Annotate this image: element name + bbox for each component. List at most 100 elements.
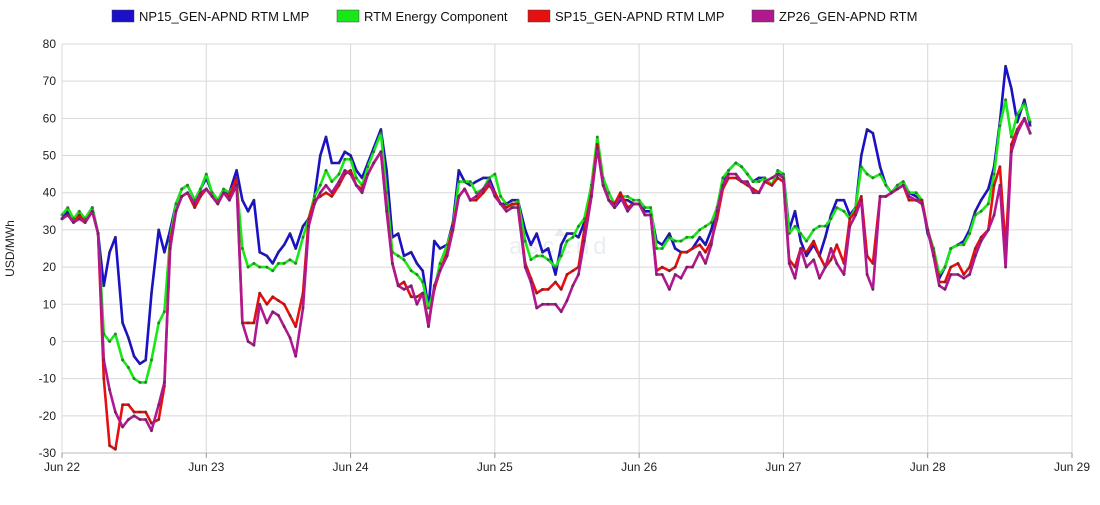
data-point[interactable] <box>222 187 226 191</box>
data-point[interactable] <box>510 202 514 206</box>
data-point[interactable] <box>626 194 630 198</box>
data-point[interactable] <box>313 194 316 198</box>
data-point[interactable] <box>258 291 262 295</box>
data-point[interactable] <box>1028 131 1032 135</box>
data-point[interactable] <box>740 180 744 184</box>
data-point[interactable] <box>992 213 996 217</box>
data-point[interactable] <box>962 273 966 276</box>
data-point[interactable] <box>474 180 478 184</box>
data-point[interactable] <box>973 209 977 213</box>
data-point[interactable] <box>992 172 996 176</box>
data-point[interactable] <box>240 198 244 202</box>
data-point[interactable] <box>529 243 533 247</box>
data-point[interactable] <box>590 194 593 198</box>
data-point[interactable] <box>258 265 262 269</box>
data-point[interactable] <box>372 161 376 165</box>
data-point[interactable] <box>385 168 389 172</box>
data-point[interactable] <box>973 247 977 250</box>
data-point[interactable] <box>812 228 816 232</box>
data-point[interactable] <box>523 239 527 243</box>
data-point[interactable] <box>415 302 419 306</box>
data-point[interactable] <box>1028 124 1032 128</box>
data-point[interactable] <box>535 232 539 236</box>
data-point[interactable] <box>222 191 226 195</box>
data-point[interactable] <box>895 183 899 187</box>
data-point[interactable] <box>535 291 539 295</box>
data-point[interactable] <box>805 239 808 243</box>
data-point[interactable] <box>390 261 394 265</box>
data-point[interactable] <box>180 194 184 198</box>
data-point[interactable] <box>914 191 918 195</box>
data-point[interactable] <box>276 250 280 254</box>
data-point[interactable] <box>324 183 328 187</box>
data-point[interactable] <box>432 284 436 288</box>
data-point[interactable] <box>271 310 275 314</box>
data-point[interactable] <box>776 176 780 180</box>
data-point[interactable] <box>235 183 239 187</box>
data-point[interactable] <box>1009 135 1013 139</box>
series-line[interactable] <box>61 117 1032 451</box>
data-point[interactable] <box>884 194 888 198</box>
data-point[interactable] <box>823 265 827 269</box>
data-point[interactable] <box>571 235 575 239</box>
data-point[interactable] <box>457 168 461 172</box>
data-point[interactable] <box>685 235 689 239</box>
data-point[interactable] <box>409 269 413 273</box>
data-point[interactable] <box>546 287 550 291</box>
data-point[interactable] <box>258 302 262 306</box>
data-point[interactable] <box>595 135 599 139</box>
data-point[interactable] <box>157 228 161 232</box>
data-point[interactable] <box>691 235 694 239</box>
data-point[interactable] <box>463 180 467 184</box>
data-point[interactable] <box>288 313 292 317</box>
data-point[interactable] <box>715 209 719 213</box>
data-point[interactable] <box>901 180 905 184</box>
data-point[interactable] <box>884 183 888 187</box>
data-point[interactable] <box>649 213 653 217</box>
data-point[interactable] <box>324 135 328 139</box>
data-point[interactable] <box>354 176 358 180</box>
data-point[interactable] <box>288 232 292 236</box>
data-point[interactable] <box>859 165 863 169</box>
data-point[interactable] <box>113 447 117 451</box>
data-point[interactable] <box>793 224 797 228</box>
data-point[interactable] <box>835 243 839 247</box>
data-point[interactable] <box>842 273 846 276</box>
data-point[interactable] <box>763 176 767 180</box>
data-point[interactable] <box>324 191 328 195</box>
data-point[interactable] <box>360 191 364 195</box>
data-point[interactable] <box>962 276 966 280</box>
data-point[interactable] <box>396 232 400 236</box>
data-point[interactable] <box>516 202 520 206</box>
data-point[interactable] <box>793 209 797 213</box>
data-point[interactable] <box>271 269 275 273</box>
data-point[interactable] <box>168 247 172 250</box>
data-point[interactable] <box>157 418 161 421</box>
data-point[interactable] <box>240 321 244 325</box>
data-point[interactable] <box>113 235 117 239</box>
data-point[interactable] <box>721 183 725 187</box>
data-point[interactable] <box>842 198 846 202</box>
data-point[interactable] <box>504 209 508 213</box>
data-point[interactable] <box>685 250 689 254</box>
data-point[interactable] <box>421 269 425 273</box>
data-point[interactable] <box>504 202 508 206</box>
data-point[interactable] <box>907 194 911 198</box>
data-point[interactable] <box>235 168 239 172</box>
data-point[interactable] <box>144 410 148 414</box>
data-point[interactable] <box>366 165 370 169</box>
data-point[interactable] <box>90 206 94 210</box>
data-point[interactable] <box>698 250 702 254</box>
data-point[interactable] <box>132 414 136 418</box>
data-point[interactable] <box>60 217 64 221</box>
data-point[interactable] <box>282 302 286 306</box>
data-point[interactable] <box>613 206 617 210</box>
data-point[interactable] <box>823 224 827 228</box>
data-point[interactable] <box>510 198 514 202</box>
data-point[interactable] <box>113 410 117 414</box>
data-point[interactable] <box>554 302 557 306</box>
data-point[interactable] <box>805 250 808 254</box>
data-point[interactable] <box>83 221 87 224</box>
data-point[interactable] <box>770 183 774 187</box>
data-point[interactable] <box>667 232 671 236</box>
